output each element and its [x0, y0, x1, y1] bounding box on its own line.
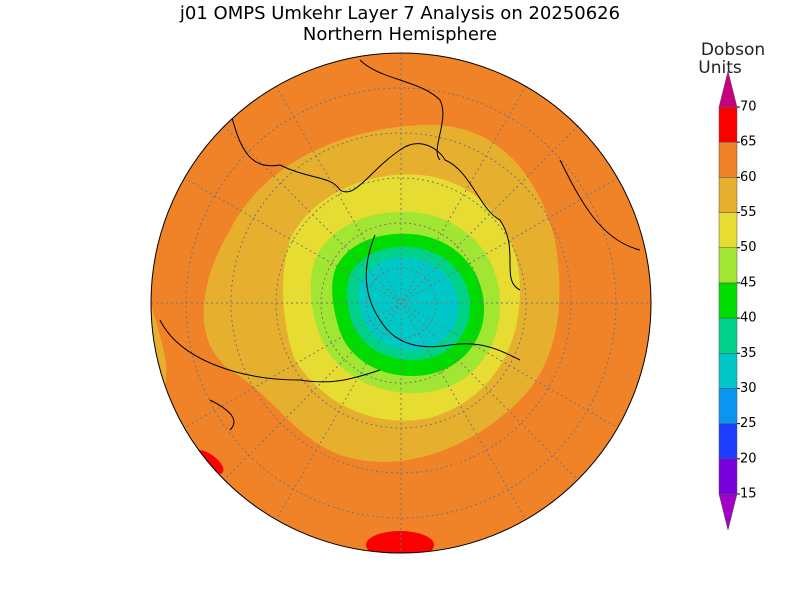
- colorbar: 15 20 25 30 35 40 45 50 55 60 65 70: [718, 70, 757, 531]
- colorbar-tick-label: 20: [740, 451, 757, 466]
- subtitle: Northern Hemisphere: [303, 24, 497, 45]
- colorbar-bin: [718, 388, 738, 424]
- colorbar-extend-low: [718, 493, 738, 531]
- title: j01 OMPS Umkehr Layer 7 Analysis on 2025…: [179, 3, 620, 24]
- colorbar-tick-label: 65: [740, 135, 757, 150]
- colorbar-tick-label: 35: [740, 346, 757, 361]
- colorbar-bin: [718, 141, 738, 178]
- ozone-region: [366, 531, 434, 553]
- map-border: [150, 52, 652, 554]
- colorbar-bin: [718, 317, 738, 354]
- colorbar-bin: [718, 212, 738, 248]
- colorbar-bin: [718, 423, 738, 460]
- graticule: [151, 53, 651, 553]
- colorbar-tick-label: 30: [740, 381, 757, 396]
- colorbar-tick-label: 60: [740, 170, 757, 185]
- colorbar-tick-label: 70: [740, 100, 757, 115]
- map: [150, 52, 652, 554]
- colorbar-bin: [718, 106, 738, 143]
- ozone-region: [358, 257, 459, 351]
- coastline: [159, 59, 641, 431]
- colorbar-tick-label: 25: [740, 416, 757, 431]
- colorbar-label: Units: [698, 58, 742, 78]
- colorbar-tick-label: 45: [740, 275, 757, 290]
- colorbar-bin: [718, 282, 738, 319]
- colorbar-bin: [718, 458, 738, 495]
- colorbar-bin: [718, 353, 738, 389]
- colorbar-extend-high: [718, 70, 738, 108]
- colorbar-bin: [718, 177, 738, 213]
- colorbar-tick-label: 50: [740, 240, 757, 255]
- colorbar-tick-label: 15: [740, 487, 757, 502]
- colorbar-tick-label: 55: [740, 205, 757, 220]
- colorbar-tick-label: 40: [740, 311, 757, 326]
- colorbar-label: Dobson: [701, 40, 765, 60]
- colorbar-bin: [718, 247, 738, 284]
